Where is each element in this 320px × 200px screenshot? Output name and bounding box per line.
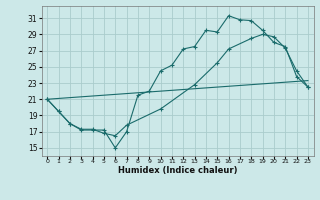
X-axis label: Humidex (Indice chaleur): Humidex (Indice chaleur) — [118, 166, 237, 175]
